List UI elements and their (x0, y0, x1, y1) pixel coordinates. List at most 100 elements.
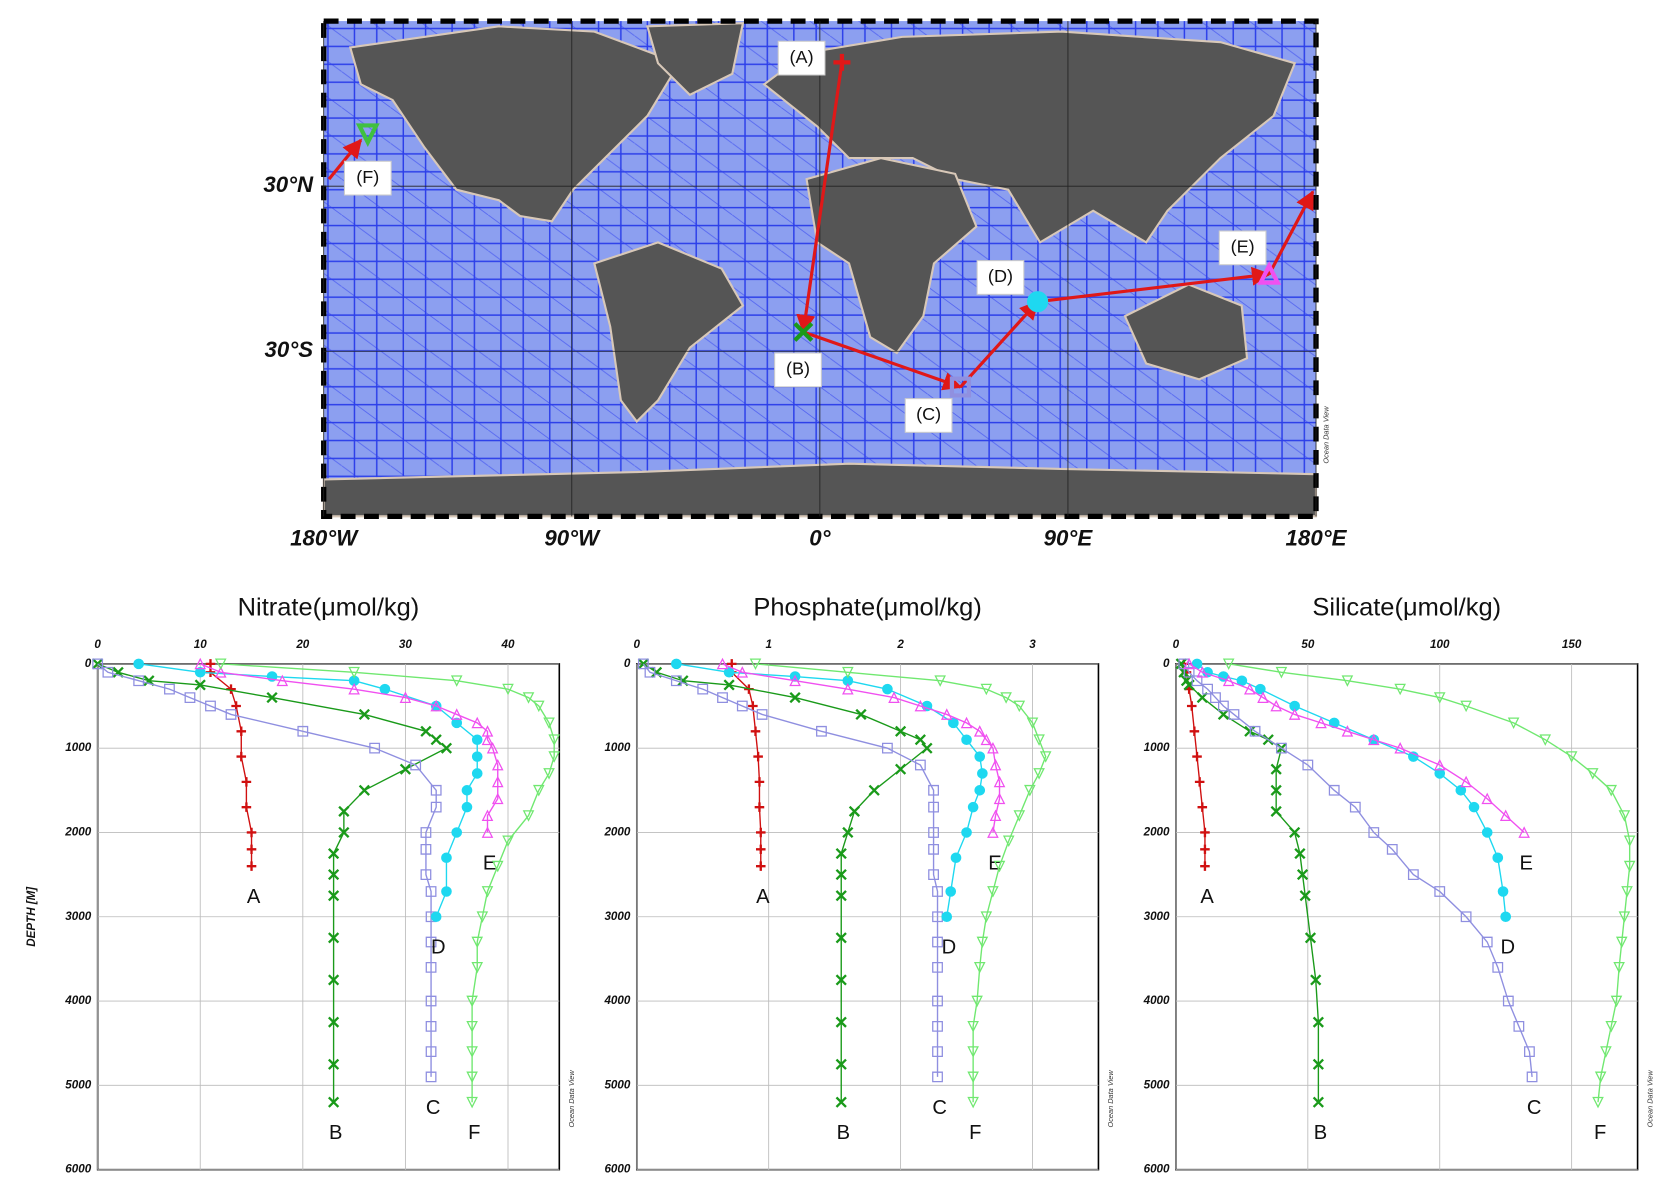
marker (755, 844, 766, 855)
marker (471, 716, 484, 729)
marker (1394, 742, 1406, 754)
marker (355, 123, 380, 148)
marker (980, 733, 993, 746)
marker (410, 759, 422, 771)
marker (755, 861, 766, 871)
marker (450, 675, 463, 687)
x-tick-label: 150 (1562, 638, 1582, 651)
marker (471, 734, 483, 745)
marker (989, 809, 1002, 821)
marker (440, 742, 453, 754)
marker (1481, 792, 1494, 805)
marker (225, 709, 237, 720)
marker (949, 376, 972, 398)
x-tick-label: 50 (1301, 638, 1315, 651)
marker (914, 734, 926, 746)
marker (379, 683, 391, 695)
marker (1315, 716, 1327, 729)
station-label: (F) (356, 167, 379, 187)
marker (993, 792, 1006, 805)
marker (928, 869, 939, 880)
marker (92, 658, 104, 670)
y-tick-label: 1000 (65, 741, 91, 754)
marker (835, 1058, 847, 1070)
marker (974, 751, 986, 762)
y-tick-label: 3000 (65, 910, 91, 923)
route-arrow (1037, 266, 1272, 304)
marker (1386, 843, 1398, 855)
marker (358, 708, 370, 721)
marker (1200, 827, 1210, 838)
marker (1349, 801, 1361, 813)
series-label: F (969, 1122, 981, 1144)
marker (399, 691, 412, 703)
marker (868, 784, 880, 796)
marker (1312, 1096, 1324, 1108)
marker (928, 843, 939, 855)
marker (894, 763, 907, 775)
marker (888, 691, 900, 703)
series-label: D (1501, 937, 1516, 959)
marker (1270, 763, 1282, 775)
marker (1524, 1046, 1535, 1058)
series-label: C (426, 1097, 441, 1119)
marker (644, 666, 656, 678)
marker (466, 1096, 478, 1109)
series-line (220, 663, 555, 1103)
marker (756, 709, 768, 720)
y-tick-label: 6000 (1144, 1163, 1170, 1176)
marker (1513, 1020, 1525, 1032)
route-arrow (802, 330, 963, 391)
marker (723, 667, 735, 678)
marker (1618, 911, 1631, 923)
series-label: C (932, 1097, 947, 1119)
marker (637, 658, 649, 670)
marker (548, 734, 560, 746)
marker (1367, 733, 1380, 746)
marker (835, 890, 847, 902)
marker (205, 659, 216, 669)
marker (948, 717, 959, 729)
marker (842, 666, 854, 679)
marker (934, 675, 946, 687)
marker (1000, 692, 1012, 704)
marker (697, 683, 709, 695)
marker (1288, 708, 1301, 720)
station-label-box (976, 260, 1025, 295)
marker (430, 699, 443, 712)
marker (420, 827, 432, 838)
marker (1222, 658, 1235, 671)
marker (748, 701, 758, 711)
marker (1481, 936, 1493, 948)
x-tick-label: 100 (1430, 638, 1450, 651)
marker (486, 742, 499, 754)
x-tick-label: 3 (1029, 638, 1036, 651)
y-tick-label: 5000 (65, 1078, 91, 1091)
marker (1618, 810, 1631, 822)
x-tick-label: 0 (634, 638, 641, 651)
marker (348, 682, 360, 695)
marker (425, 936, 437, 948)
marker (987, 742, 999, 754)
marker (736, 666, 749, 678)
station-label: (E) (1231, 237, 1255, 257)
marker (194, 657, 207, 670)
series-line (1188, 663, 1525, 833)
marker (932, 961, 943, 973)
marker (425, 1020, 437, 1032)
series-line (1228, 663, 1631, 1103)
marker (133, 658, 144, 670)
x-tick-label: 0 (1173, 638, 1180, 651)
marker (941, 911, 953, 923)
marker (276, 674, 289, 687)
marker (491, 775, 504, 788)
y-axis-label: DEPTH [M] (25, 886, 38, 947)
marker (976, 936, 989, 949)
marker (451, 827, 463, 838)
marker (723, 679, 735, 691)
marker (476, 911, 489, 923)
marker (835, 847, 847, 860)
series-label: F (468, 1122, 480, 1144)
